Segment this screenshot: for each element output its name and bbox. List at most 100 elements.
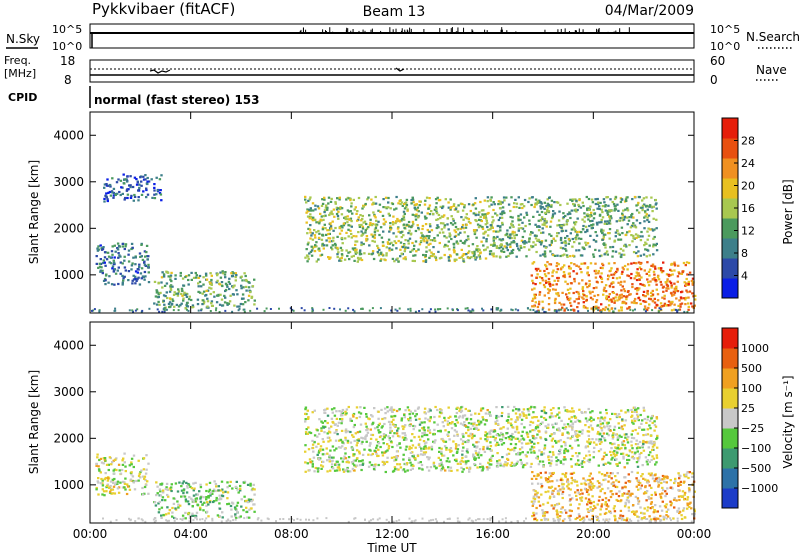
velocity-cell [164,513,168,516]
power-cell [662,304,665,307]
power-cell [588,214,591,217]
velocity-cell [517,408,520,411]
velocity-cell [100,461,104,464]
power-cell [461,226,464,229]
velocity-cell [498,427,502,430]
power-cell [251,285,255,288]
power-cell [375,224,378,227]
velocity-cell [352,459,356,462]
power-cell [224,276,227,279]
power-cell [473,251,476,255]
velocity-cell [329,449,332,452]
velocity-cell [182,489,185,492]
velocity-cell [335,469,339,472]
velocity-cell [383,436,386,439]
velocity-cell [527,413,531,416]
power-cell [355,251,359,254]
velocity-cell [370,414,373,417]
velocity-cell [349,419,352,422]
velocity-cell [218,515,221,518]
power-cell [310,254,314,257]
velocity-cell [316,470,320,473]
power-cell [373,234,376,237]
power-cell [624,233,627,237]
power-cell [344,218,347,221]
velocity-cell [427,458,430,461]
power-cell [139,272,143,275]
power-cell [685,296,688,299]
velocity-cell [306,417,310,420]
velocity-cell [381,451,384,454]
power-cell [423,235,426,238]
power-cell [332,239,335,242]
velocity-cell [475,446,478,449]
power-cell [169,275,172,279]
power-cell [587,208,591,211]
power-cell [491,221,494,224]
velocity-cell [474,449,477,453]
power-cell [157,282,160,285]
velocity-cell [622,455,625,458]
velocity-cell [199,497,202,500]
power-cell [147,255,150,258]
velocity-cell [616,436,619,439]
velocity-cell [408,413,411,416]
power-cell [615,277,619,280]
velocity-cell [625,433,628,436]
power-cell [646,219,649,222]
power-cell [532,241,535,244]
power-cell [134,275,137,278]
power-cell [631,240,634,243]
power-cell [328,257,331,260]
velocity-cell [532,436,535,440]
power-cell [635,278,639,282]
power-cell [479,200,482,204]
power-cell [235,289,238,292]
power-cell [165,291,168,294]
power-cell [614,250,618,253]
power-cell [644,205,648,208]
velocity-cell [602,463,605,466]
power-cell [589,262,593,265]
power-ground-cell [398,307,401,310]
velocity-cell [214,489,217,493]
power-cell [379,226,383,229]
velocity-cell [500,431,503,435]
power-cell [404,239,407,242]
power-cell [676,275,680,278]
velocity-cell [341,411,345,415]
velocity-cell [458,409,461,412]
power-cell [554,288,557,291]
power-cell [346,215,349,218]
power-cell [423,215,427,218]
velocity-cell [208,481,212,484]
power-cell [421,227,424,231]
power-cell [639,283,642,286]
power-cell [102,246,105,249]
power-cell [591,298,594,301]
power-cell [464,240,467,243]
power-cell [448,248,451,251]
velocity-cell [563,406,566,409]
velocity-cell [438,415,441,418]
velocity-cell [371,452,374,456]
power-cell [327,232,330,236]
velocity-cell [235,516,238,519]
velocity-cell [304,431,308,434]
power-cell [566,288,570,291]
power-cell [530,274,533,277]
power-cell [176,294,180,297]
power-cell [670,284,673,287]
power-cell [459,202,463,205]
power-cell [632,216,635,219]
velocity-cell [614,446,617,449]
power-cell [564,280,567,283]
velocity-cell [324,420,327,423]
power-cell [402,234,405,237]
velocity-cell [496,465,499,468]
velocity-cell [433,465,436,468]
power-cell [327,202,330,205]
velocity-cell [610,453,613,457]
velocity-cell [137,459,140,462]
power-cell [325,244,329,247]
